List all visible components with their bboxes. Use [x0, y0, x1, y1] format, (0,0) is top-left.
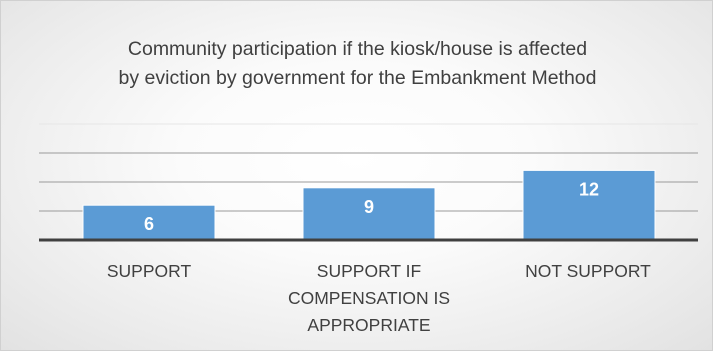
bar [522, 169, 656, 241]
bar [82, 204, 216, 241]
bar [302, 187, 436, 241]
chart-title-line: Community participation if the kiosk/hou… [127, 38, 588, 60]
category-label-line: NOT SUPPORT [525, 261, 651, 281]
category-label-line: APPROPRIATE [307, 315, 431, 335]
data-label: 12 [579, 179, 599, 199]
data-label: 6 [144, 214, 154, 234]
data-label: 9 [364, 197, 374, 217]
category-label-support: SUPPORT [49, 258, 249, 285]
category-label-line: SUPPORT [106, 261, 192, 281]
chart-title-line: by eviction by government for the Embank… [118, 67, 597, 89]
category-label-not-support: NOT SUPPORT [488, 258, 688, 285]
category-label-line: COMPENSATION IS [287, 288, 451, 308]
chart-title: Community participation if the kiosk/hou… [61, 35, 654, 93]
category-label-support-if-compensation: SUPPORT IF COMPENSATION IS APPROPRIATE [269, 258, 469, 339]
category-label-line: SUPPORT IF [316, 261, 422, 281]
